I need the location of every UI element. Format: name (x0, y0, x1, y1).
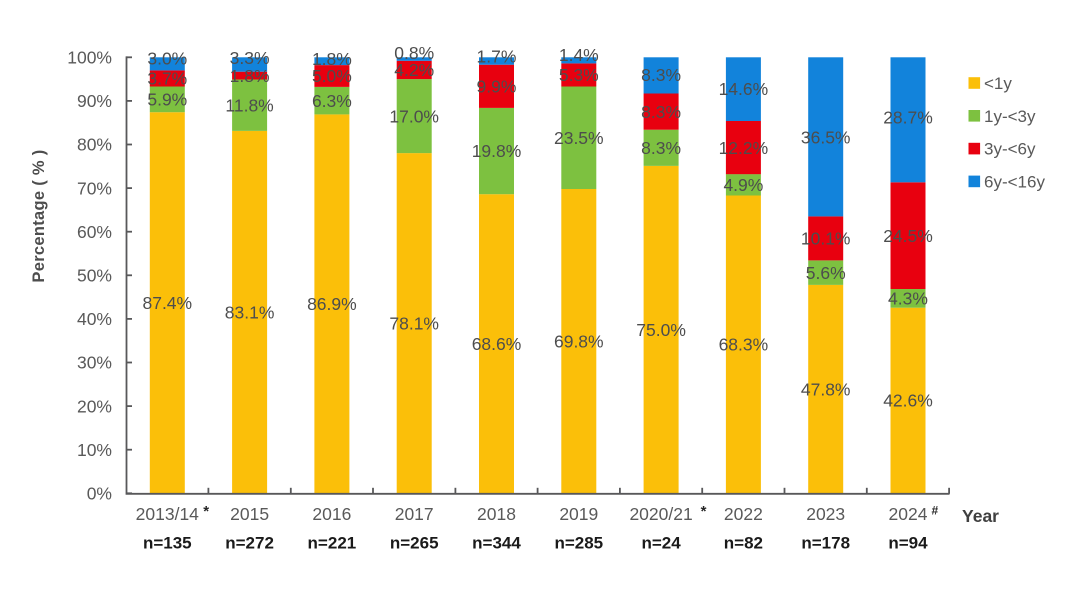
svg-text:20%: 20% (77, 396, 112, 416)
svg-text:1y-<3y: 1y-<3y (984, 107, 1036, 126)
svg-text:1.8%: 1.8% (312, 49, 352, 69)
svg-text:2015: 2015 (230, 504, 269, 524)
svg-text:n=94: n=94 (888, 534, 928, 553)
svg-text:10%: 10% (77, 440, 112, 460)
svg-text:14.6%: 14.6% (719, 79, 769, 99)
svg-text:n=344: n=344 (472, 534, 521, 553)
svg-text:28.7%: 28.7% (883, 108, 933, 128)
svg-text:5.0%: 5.0% (312, 66, 352, 86)
svg-text:n=178: n=178 (801, 534, 850, 553)
svg-text:12.2%: 12.2% (719, 138, 769, 158)
svg-text:2020/21: 2020/21 (629, 504, 692, 524)
svg-text:50%: 50% (77, 266, 112, 286)
svg-text:6y-<16y: 6y-<16y (984, 172, 1045, 191)
svg-text:90%: 90% (77, 91, 112, 111)
svg-text:5.6%: 5.6% (806, 263, 846, 283)
svg-text:47.8%: 47.8% (801, 379, 851, 399)
svg-text:60%: 60% (77, 222, 112, 242)
svg-text:3.7%: 3.7% (147, 69, 187, 89)
svg-text:69.8%: 69.8% (554, 331, 604, 351)
svg-text:2024: 2024 (889, 504, 928, 524)
svg-text:2019: 2019 (559, 504, 598, 524)
svg-text:4.3%: 4.3% (888, 289, 928, 309)
svg-text:80%: 80% (77, 135, 112, 155)
svg-text:4.9%: 4.9% (723, 175, 763, 195)
svg-text:100%: 100% (67, 48, 112, 68)
svg-text:87.4%: 87.4% (142, 293, 192, 313)
svg-text:2022: 2022 (724, 504, 763, 524)
svg-text:36.5%: 36.5% (801, 128, 851, 148)
svg-text:4.2%: 4.2% (394, 60, 434, 80)
svg-text:1.8%: 1.8% (230, 66, 270, 86)
svg-text:2017: 2017 (395, 504, 434, 524)
svg-text:0%: 0% (87, 484, 112, 504)
svg-text:9.9%: 9.9% (477, 77, 517, 97)
svg-text:8.3%: 8.3% (641, 65, 681, 85)
svg-text:#: # (932, 504, 939, 518)
svg-text:75.0%: 75.0% (636, 320, 686, 340)
svg-text:19.8%: 19.8% (472, 141, 522, 161)
svg-text:23.5%: 23.5% (554, 128, 604, 148)
svg-text:8.3%: 8.3% (641, 138, 681, 158)
svg-text:n=82: n=82 (724, 534, 763, 553)
svg-text:11.8%: 11.8% (225, 96, 273, 116)
svg-text:10.1%: 10.1% (801, 229, 851, 249)
svg-text:n=265: n=265 (390, 534, 439, 553)
svg-text:2023: 2023 (806, 504, 845, 524)
svg-text:2013/14: 2013/14 (136, 504, 200, 524)
svg-text:n=135: n=135 (143, 534, 192, 553)
svg-text:1.4%: 1.4% (559, 45, 599, 65)
svg-text:86.9%: 86.9% (307, 294, 357, 314)
svg-text:*: * (203, 503, 209, 520)
svg-text:n=285: n=285 (554, 534, 603, 553)
svg-text:24.5%: 24.5% (883, 226, 933, 246)
svg-text:17.0%: 17.0% (389, 106, 439, 126)
svg-text:5.9%: 5.9% (147, 90, 187, 110)
svg-text:Year: Year (962, 506, 999, 526)
svg-text:*: * (701, 503, 707, 520)
svg-text:70%: 70% (77, 178, 112, 198)
svg-text:30%: 30% (77, 353, 112, 373)
svg-text:40%: 40% (77, 309, 112, 329)
svg-text:3y-<6y: 3y-<6y (984, 140, 1036, 159)
svg-text:68.6%: 68.6% (472, 334, 522, 354)
svg-text:8.3%: 8.3% (641, 102, 681, 122)
svg-text:n=24: n=24 (641, 534, 681, 553)
svg-text:42.6%: 42.6% (883, 391, 933, 411)
svg-text:5.3%: 5.3% (559, 65, 599, 85)
svg-text:2018: 2018 (477, 504, 516, 524)
svg-text:83.1%: 83.1% (225, 302, 275, 322)
svg-text:n=272: n=272 (225, 534, 274, 553)
svg-text:3.0%: 3.0% (147, 49, 187, 69)
svg-text:<1y: <1y (984, 74, 1012, 93)
svg-text:Percentage ( % ): Percentage ( % ) (30, 149, 48, 282)
svg-text:n=221: n=221 (308, 534, 357, 553)
svg-text:3.3%: 3.3% (230, 48, 270, 68)
svg-text:2016: 2016 (312, 504, 351, 524)
svg-text:1.7%: 1.7% (477, 47, 517, 67)
svg-text:78.1%: 78.1% (389, 313, 439, 333)
svg-text:68.3%: 68.3% (719, 335, 769, 355)
svg-text:0.8%: 0.8% (394, 43, 434, 63)
svg-text:6.3%: 6.3% (312, 91, 352, 111)
